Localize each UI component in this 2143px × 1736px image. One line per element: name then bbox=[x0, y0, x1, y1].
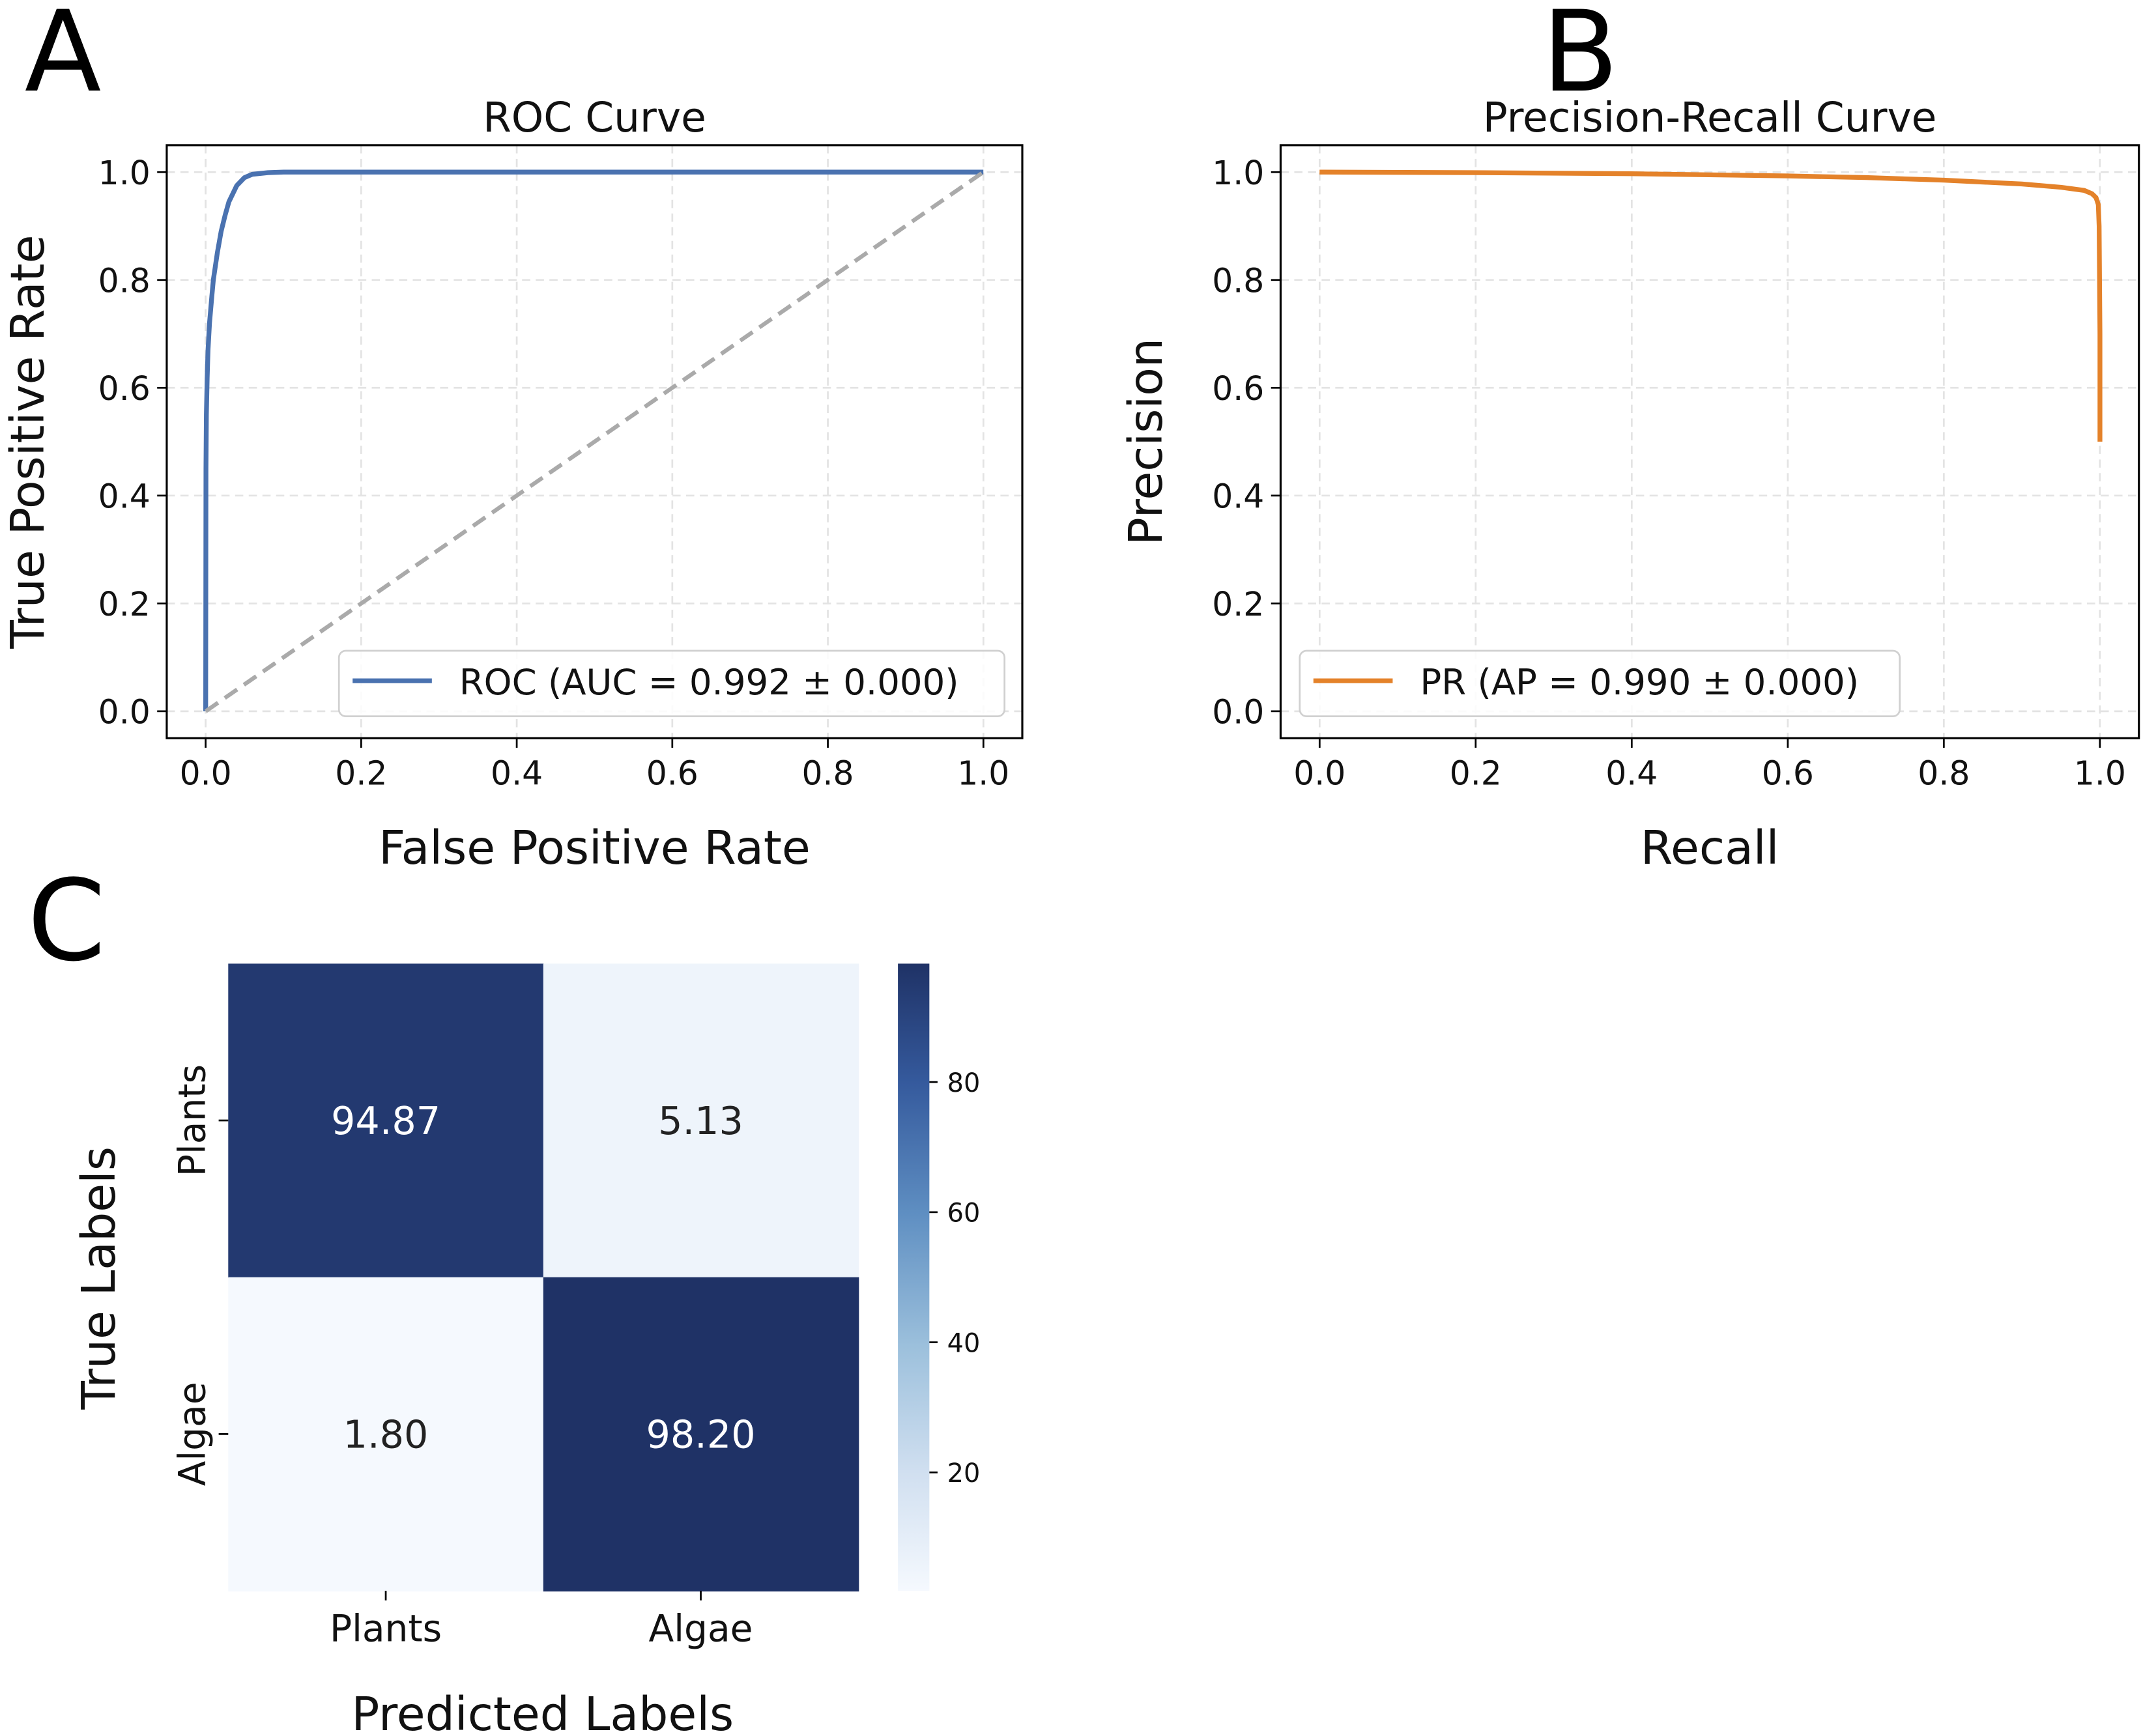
pr-xtick-label: 0.6 bbox=[1762, 754, 1814, 793]
colorbar-tick-label: 60 bbox=[947, 1199, 981, 1229]
heatmap-cell-value: 94.87 bbox=[331, 1098, 440, 1143]
roc-frame bbox=[165, 144, 1024, 739]
pr-xtick-label: 0.0 bbox=[1293, 754, 1345, 793]
roc-ytick-label: 1.0 bbox=[98, 154, 151, 192]
confusion-matrix: 94.87 5.13 1.80 98.20 Plants Algae Plants Algae… bbox=[171, 963, 981, 1651]
pr-ytick-label: 0.6 bbox=[1212, 369, 1264, 408]
panel-label-c: C bbox=[27, 855, 106, 986]
cm-ytick-label: Algae bbox=[171, 1382, 214, 1486]
roc-legend: ROC (AUC = 0.992 ± 0.000) bbox=[338, 649, 1006, 718]
roc-xtick-label: 0.2 bbox=[335, 754, 387, 793]
pr-ytick-label: 1.0 bbox=[1212, 154, 1264, 192]
roc-xlabel: False Positive Rate bbox=[379, 821, 811, 875]
pr-title: Precision-Recall Curve bbox=[1483, 94, 1937, 141]
colorbar-tick-label: 40 bbox=[947, 1328, 981, 1358]
pr-legend: PR (AP = 0.990 ± 0.000) bbox=[1299, 649, 1901, 718]
pr-xtick-label: 0.8 bbox=[1918, 754, 1970, 793]
pr-xtick-label: 0.4 bbox=[1605, 754, 1658, 793]
colorbar bbox=[898, 963, 930, 1591]
cm-xtick-label: Plants bbox=[330, 1608, 442, 1651]
panel-label-b: B bbox=[1542, 0, 1618, 117]
pr-curve bbox=[1319, 169, 2103, 442]
roc-chance-line bbox=[204, 170, 985, 713]
roc-title: ROC Curve bbox=[483, 94, 706, 141]
pr-ytick-label: 0.4 bbox=[1212, 477, 1264, 516]
pr-ylabel: Precision bbox=[1119, 338, 1173, 545]
cm-xtick-label: Algae bbox=[649, 1608, 753, 1651]
roc-ytick-label: 0.6 bbox=[98, 369, 151, 408]
pr-axes: 0.0 0.2 0.4 0.6 0.8 1.0 0.0 0.2 0.4 0.6 0.8 1.0 PR (… bbox=[1212, 144, 2140, 793]
heatmap-cell bbox=[543, 1277, 859, 1592]
cm-ytick-label: Plants bbox=[171, 1064, 214, 1176]
pr-ytick-label: 0.0 bbox=[1212, 693, 1264, 732]
colorbar-tick-label: 80 bbox=[947, 1068, 981, 1098]
roc-ytick-label: 0.8 bbox=[98, 262, 151, 300]
pr-xtick-label: 0.2 bbox=[1450, 754, 1502, 793]
roc-legend-box bbox=[338, 649, 1006, 718]
cm-xlabel: Predicted Labels bbox=[351, 1687, 734, 1736]
heatmap-cell-value: 5.13 bbox=[658, 1098, 743, 1143]
roc-ylabel: True Positive Rate bbox=[1, 235, 55, 649]
pr-ytick-label: 0.8 bbox=[1212, 262, 1264, 300]
roc-xtick-label: 0.8 bbox=[802, 754, 854, 793]
pr-ytick-label: 0.2 bbox=[1212, 585, 1264, 623]
pr-legend-label: PR (AP = 0.990 ± 0.000) bbox=[1420, 661, 1859, 703]
roc-axes: 0.0 0.2 0.4 0.6 0.8 1.0 0.0 0.2 0.4 0.6 0.8 1.0 ROC … bbox=[98, 144, 1024, 793]
heatmap-cell bbox=[543, 963, 859, 1278]
roc-legend-label: ROC (AUC = 0.992 ± 0.000) bbox=[459, 661, 959, 703]
colorbar-tick-label: 20 bbox=[947, 1459, 981, 1488]
roc-xtick-label: 0.4 bbox=[491, 754, 543, 793]
roc-xtick-label: 1.0 bbox=[957, 754, 1009, 793]
heatmap-cell-value: 1.80 bbox=[343, 1412, 429, 1457]
pr-xtick-label: 1.0 bbox=[2074, 754, 2126, 793]
roc-curve bbox=[203, 169, 984, 711]
pr-legend-box bbox=[1299, 649, 1901, 718]
cm-ylabel: True Labels bbox=[72, 1146, 126, 1410]
pr-xlabel: Recall bbox=[1641, 821, 1779, 875]
heatmap-cell bbox=[228, 1277, 544, 1592]
roc-xtick-label: 0.6 bbox=[646, 754, 698, 793]
roc-xtick-label: 0.0 bbox=[180, 754, 232, 793]
panel-label-a: A bbox=[25, 0, 102, 117]
roc-ytick-label: 0.2 bbox=[98, 585, 151, 623]
roc-ytick-label: 0.0 bbox=[98, 693, 151, 732]
roc-ytick-label: 0.4 bbox=[98, 477, 151, 516]
heatmap-cell bbox=[228, 963, 544, 1278]
heatmap-cell-value: 98.20 bbox=[646, 1412, 755, 1457]
pr-frame bbox=[1279, 144, 2140, 739]
